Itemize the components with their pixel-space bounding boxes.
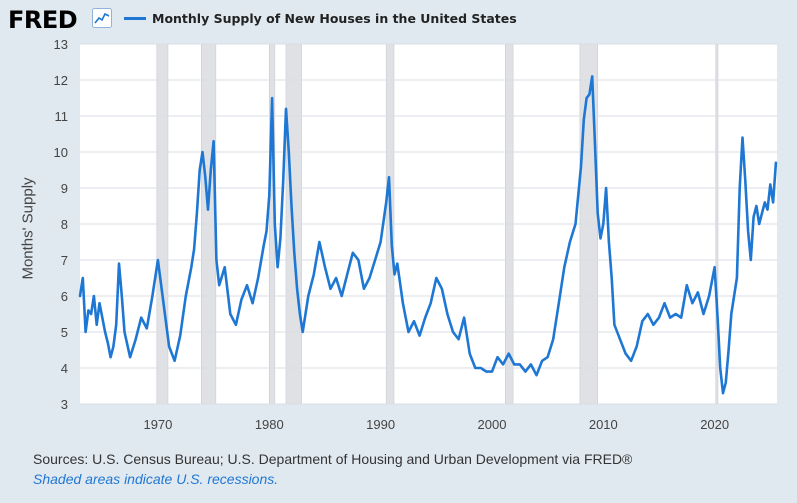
legend-swatch <box>124 17 146 20</box>
y-tick-label: 11 <box>55 109 69 124</box>
recession-note: Shaded areas indicate U.S. recessions. <box>33 471 279 487</box>
gridlines <box>80 43 777 405</box>
y-tick-label: 13 <box>54 37 68 52</box>
x-tick-label: 1990 <box>366 417 395 432</box>
y-tick-label: 6 <box>61 289 68 304</box>
x-tick-label: 1970 <box>143 417 172 432</box>
y-tick-label: 5 <box>61 325 68 340</box>
line-graph-icon <box>92 8 112 28</box>
y-tick-label: 7 <box>61 253 68 268</box>
chart[interactable]: 3 4 5 6 7 8 9 10 11 12 13 1970 1980 1990 2000 2010 2020 <box>0 0 797 440</box>
series-line[interactable] <box>78 75 778 395</box>
y-axis-ticks: 3 4 5 6 7 8 9 10 11 12 13 <box>54 37 68 412</box>
legend: Monthly Supply of New Houses in the Unit… <box>124 11 517 26</box>
x-tick-label: 2010 <box>589 417 618 432</box>
y-tick-label: 10 <box>54 145 68 160</box>
y-tick-label: 8 <box>61 217 68 232</box>
x-tick-label: 1980 <box>255 417 284 432</box>
legend-label: Monthly Supply of New Houses in the Unit… <box>152 11 517 26</box>
x-tick-label: 2000 <box>478 417 507 432</box>
chart-header: FRED Monthly Supply of New Houses in the… <box>0 0 797 40</box>
y-axis-label: Months' Supply <box>19 177 37 280</box>
y-tick-label: 12 <box>54 73 68 88</box>
y-tick-label: 9 <box>61 181 68 196</box>
y-tick-label: 3 <box>61 397 68 412</box>
fred-logo[interactable]: FRED <box>8 6 78 34</box>
x-tick-label: 2020 <box>700 417 729 432</box>
x-axis-ticks: 1970 1980 1990 2000 2010 2020 <box>143 417 729 432</box>
chart-footer: Sources: U.S. Census Bureau; U.S. Depart… <box>33 449 632 489</box>
y-tick-label: 4 <box>61 361 68 376</box>
source-text: Sources: U.S. Census Bureau; U.S. Depart… <box>33 451 633 467</box>
